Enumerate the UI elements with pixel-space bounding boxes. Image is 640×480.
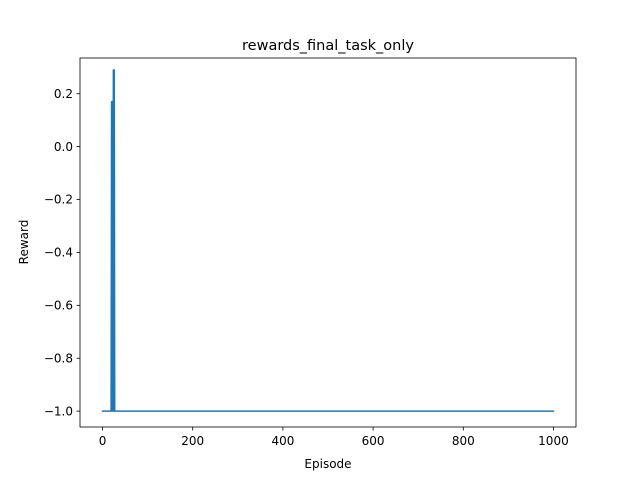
x-tick-label: 400 <box>271 434 294 448</box>
y-tick-label: −0.6 <box>44 299 73 313</box>
y-tick-label: −0.2 <box>44 193 73 207</box>
x-tick-label: 600 <box>362 434 385 448</box>
x-tick-label: 200 <box>181 434 204 448</box>
x-tick-label: 0 <box>99 434 107 448</box>
y-tick-label: −1.0 <box>44 404 73 418</box>
chart-title: rewards_final_task_only <box>242 38 414 54</box>
series-line-0 <box>101 69 555 412</box>
x-tick-label: 1000 <box>538 434 569 448</box>
x-axis: 0 200 400 600 800 1000 <box>99 427 569 448</box>
y-tick-label: −0.4 <box>44 246 73 260</box>
y-axis-label: Reward <box>17 220 31 265</box>
plot-frame <box>79 57 577 428</box>
y-tick-label: −0.8 <box>44 351 73 365</box>
y-tick-label: 0.2 <box>54 87 73 101</box>
series-layer <box>101 69 555 412</box>
y-tick-label: 0.0 <box>54 140 73 154</box>
x-axis-label: Episode <box>304 457 351 471</box>
plot-area <box>80 58 576 427</box>
y-axis: −1.0 −0.8 −0.6 −0.4 −0.2 0.0 0.2 <box>44 87 80 418</box>
x-tick-label: 800 <box>452 434 475 448</box>
